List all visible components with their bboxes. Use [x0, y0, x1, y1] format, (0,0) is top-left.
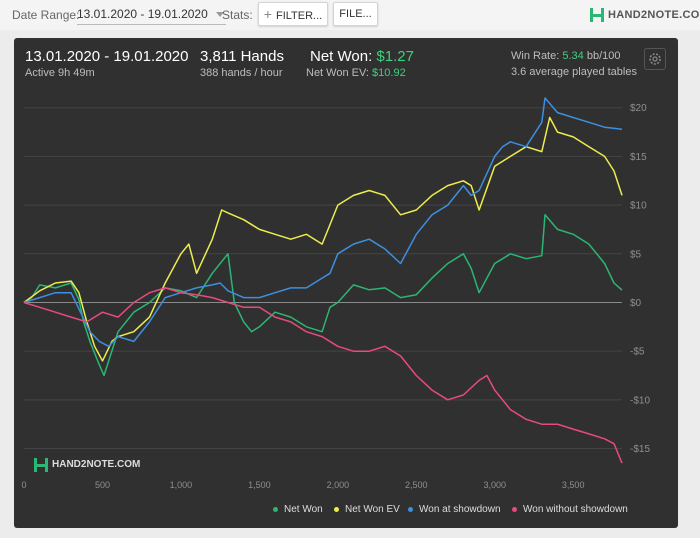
x-tick-label: 1,000: [170, 480, 193, 490]
date-range-select[interactable]: 13.01.2020 - 19.01.2020: [77, 4, 226, 25]
hand2note-watermark-icon: [34, 458, 48, 472]
legend-item-won-without-showdown[interactable]: Won without showdown: [512, 504, 628, 515]
series-line-won-without-showdown: [23, 287, 623, 464]
y-tick-label: $20: [630, 103, 647, 114]
plus-icon: +: [263, 6, 272, 22]
stats-label: Stats:: [222, 8, 253, 22]
legend-dot: [512, 506, 517, 512]
brand-logo: HAND2NOTE.COM: [590, 6, 700, 24]
net-won-ev-value: $10.92: [372, 67, 406, 79]
net-won-label: Net Won:: [310, 48, 373, 65]
summary-active-time: Active 9h 49m: [25, 67, 95, 79]
y-tick-label: $15: [630, 152, 647, 163]
legend-dot: [334, 506, 339, 512]
x-tick-label: 3,000: [483, 480, 506, 490]
x-tick-label: 2,500: [405, 480, 428, 490]
hand2note-logo-icon: [590, 8, 604, 22]
x-tick-label: 500: [95, 480, 110, 490]
file-button[interactable]: FILE...: [333, 2, 378, 26]
net-won-ev-summary: Net Won EV: $10.92: [306, 67, 406, 79]
file-button-label: FILE...: [339, 8, 372, 20]
y-tick-label: -$5: [630, 347, 645, 358]
y-tick-label: -$15: [630, 444, 650, 455]
legend-label: Net Won: [284, 504, 323, 515]
x-tick-label: 0: [21, 480, 26, 490]
x-axis-ticks: 0 500 1,000 1,500 2,000 2,500 3,000 3,500: [21, 480, 584, 490]
series-line-net-won-ev: [23, 116, 623, 362]
legend-label: Won without showdown: [523, 504, 628, 515]
legend-label: Won at showdown: [419, 504, 501, 515]
win-rate-value: 5.34: [562, 50, 584, 62]
summary-hands: 3,811 Hands: [200, 48, 284, 65]
settings-button[interactable]: [644, 48, 666, 70]
filter-button[interactable]: + FILTER...: [258, 2, 328, 26]
win-rate-label: Win Rate:: [511, 50, 560, 62]
x-tick-label: 3,500: [562, 480, 585, 490]
avg-tables: 3.6 average played tables: [511, 66, 637, 78]
chevron-down-icon: [215, 12, 224, 17]
y-tick-label: -$10: [630, 395, 650, 406]
gear-icon: [649, 53, 661, 65]
y-tick-label: $0: [630, 298, 642, 309]
legend-item-won-at-showdown[interactable]: Won at showdown: [408, 504, 501, 515]
toolbar: Date Range: 13.01.2020 - 19.01.2020 Stat…: [0, 0, 700, 30]
summary-date-range: 13.01.2020 - 19.01.2020: [25, 48, 189, 65]
summary-hands-rate: 388 hands / hour: [200, 67, 283, 79]
logo-text: HAND2NOTE.COM: [608, 9, 700, 21]
x-tick-label: 1,500: [248, 480, 271, 490]
legend-label: Net Won EV: [345, 504, 400, 515]
legend-dot: [408, 506, 413, 512]
series-line-net-won: [23, 214, 623, 377]
x-tick-label: 2,000: [327, 480, 350, 490]
legend-item-net-won[interactable]: Net Won: [273, 504, 323, 515]
watermark-text: HAND2NOTE.COM: [52, 459, 141, 470]
chart-panel: 13.01.2020 - 19.01.2020 Active 9h 49m 3,…: [14, 38, 678, 528]
y-axis-ticks: $20 $15 $10 $5 $0 -$5 -$10 -$15: [630, 103, 650, 455]
y-tick-label: $10: [630, 201, 647, 212]
y-tick-label: $5: [630, 249, 642, 260]
net-won-summary: Net Won: $1.27: [310, 48, 414, 65]
net-won-value: $1.27: [376, 48, 414, 65]
profit-line-chart: $20 $15 $10 $5 $0 -$5 -$10 -$15 0 500 1,000 1,500 2…: [21, 97, 650, 490]
win-rate-unit: bb/100: [586, 50, 621, 62]
date-range-label: Date Range:: [12, 8, 80, 22]
series-line-won-at-showdown: [23, 97, 623, 348]
legend-dot: [273, 506, 278, 512]
series-lines: [23, 97, 623, 464]
grid-lines: [24, 107, 622, 450]
filter-button-label: FILTER...: [275, 10, 323, 22]
legend-item-net-won-ev[interactable]: Net Won EV: [334, 504, 400, 515]
net-won-ev-label: Net Won EV:: [306, 67, 369, 79]
win-rate-summary: Win Rate: 5.34 bb/100: [511, 50, 621, 62]
date-range-value: 13.01.2020 - 19.01.2020: [77, 7, 208, 21]
